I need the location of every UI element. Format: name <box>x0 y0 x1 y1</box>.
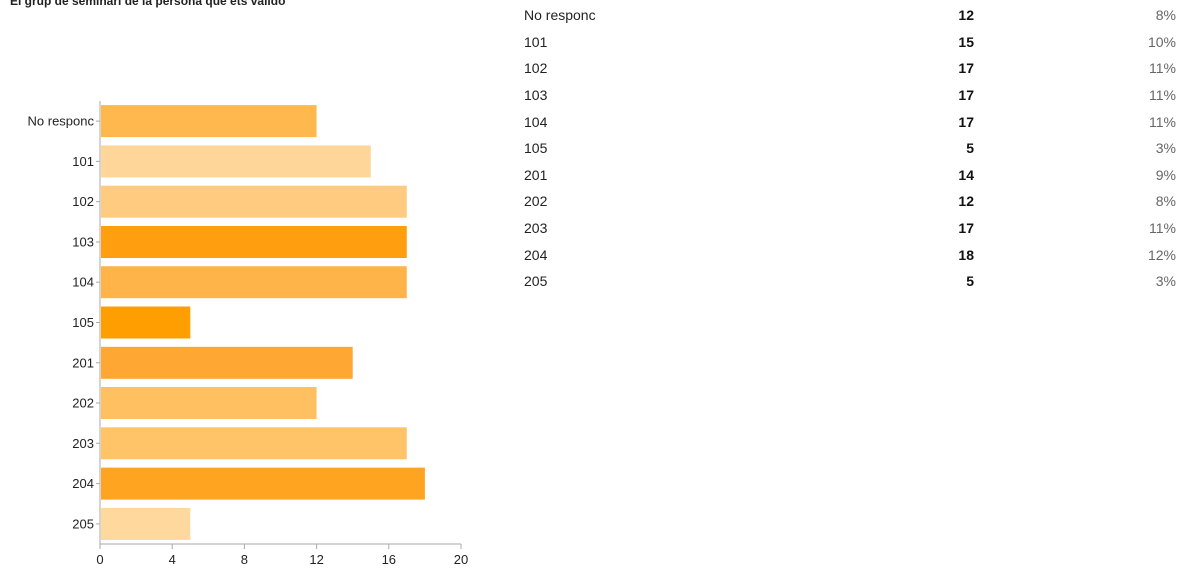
row-count: 17 <box>958 87 974 104</box>
bars-layer <box>101 105 425 540</box>
bar-103 <box>101 226 407 258</box>
x-tick-label: 16 <box>382 552 396 567</box>
bar-102 <box>101 185 407 218</box>
row-percent: 3% <box>1155 140 1176 157</box>
row-percent: 11% <box>1149 60 1176 77</box>
y-tick-label: 101 <box>72 154 94 169</box>
row-count: 15 <box>958 33 974 50</box>
table-row: 202 12 8% <box>524 188 1176 215</box>
table-row: 204 18 12% <box>524 241 1176 268</box>
bar-no-responc <box>101 105 317 138</box>
row-percent: 11% <box>1149 113 1176 130</box>
row-label: 203 <box>524 220 548 237</box>
bar-chart: No responc101102103104105201202203204205… <box>28 101 468 567</box>
x-tick-label: 0 <box>96 552 103 567</box>
row-percent: 9% <box>1155 166 1176 183</box>
row-count: 14 <box>958 166 974 183</box>
summary-table-body: No responc 12 8% 101 15 10% 102 17 11% 103 17 11… <box>524 2 1176 295</box>
x-tick-label: 20 <box>454 552 468 567</box>
table-row: 205 5 3% <box>524 268 1176 295</box>
summary-table: No responc 12 8% 101 15 10% 102 17 11% 103 17 11… <box>524 2 1176 295</box>
row-percent: 10% <box>1147 33 1176 50</box>
row-label: 202 <box>524 193 548 210</box>
row-label: 205 <box>524 273 548 290</box>
row-label: 201 <box>524 166 548 183</box>
row-label: 103 <box>524 87 548 104</box>
row-label: 102 <box>524 60 548 77</box>
y-tick-label: 105 <box>72 315 94 330</box>
row-percent: 3% <box>1155 273 1176 290</box>
row-count: 12 <box>958 7 974 24</box>
table-row: 103 17 11% <box>524 82 1176 109</box>
bar-101 <box>101 145 371 178</box>
row-percent: 8% <box>1155 193 1176 210</box>
row-percent: 11% <box>1149 87 1176 104</box>
x-tick-label: 8 <box>241 552 248 567</box>
row-count: 5 <box>966 140 974 157</box>
y-tick-label: 202 <box>72 396 94 411</box>
bar-104 <box>101 266 407 299</box>
bar-204 <box>101 467 425 500</box>
table-row: 201 14 9% <box>524 162 1176 189</box>
y-tick-label: 201 <box>72 355 94 370</box>
y-tick-label: 205 <box>72 516 94 531</box>
table-row: 102 17 11% <box>524 55 1176 82</box>
row-label: 101 <box>524 33 548 50</box>
y-tick-label: 102 <box>72 194 94 209</box>
y-tick-label: No responc <box>28 114 95 129</box>
y-tick-label: 103 <box>72 235 94 250</box>
row-percent: 12% <box>1147 246 1176 263</box>
row-count: 17 <box>958 220 974 237</box>
table-row: 101 15 10% <box>524 29 1176 56</box>
bar-105 <box>101 306 191 339</box>
bar-201 <box>101 346 353 379</box>
bar-202 <box>101 387 317 419</box>
row-label: 105 <box>524 140 548 157</box>
row-label: 204 <box>524 246 548 263</box>
bar-205 <box>101 507 191 540</box>
row-count: 18 <box>958 246 974 263</box>
bar-203 <box>101 427 407 460</box>
table-row: 203 17 11% <box>524 215 1176 242</box>
question-title: El grup de seminari de la persona que et… <box>10 0 286 8</box>
row-count: 17 <box>958 113 974 130</box>
row-count: 5 <box>966 273 974 290</box>
table-row: 104 17 11% <box>524 108 1176 135</box>
axis-layer: No responc101102103104105201202203204205… <box>28 101 468 567</box>
row-percent: 8% <box>1155 7 1176 24</box>
row-label: No responc <box>524 7 596 24</box>
row-label: 104 <box>524 113 548 130</box>
y-tick-label: 104 <box>72 275 94 290</box>
y-tick-label: 204 <box>72 476 94 491</box>
table-row: 105 5 3% <box>524 135 1176 162</box>
table-row: No responc 12 8% <box>524 2 1176 29</box>
y-tick-label: 203 <box>72 436 94 451</box>
row-percent: 11% <box>1149 220 1176 237</box>
x-tick-label: 4 <box>169 552 176 567</box>
row-count: 17 <box>958 60 974 77</box>
x-tick-label: 12 <box>309 552 323 567</box>
row-count: 12 <box>958 193 974 210</box>
